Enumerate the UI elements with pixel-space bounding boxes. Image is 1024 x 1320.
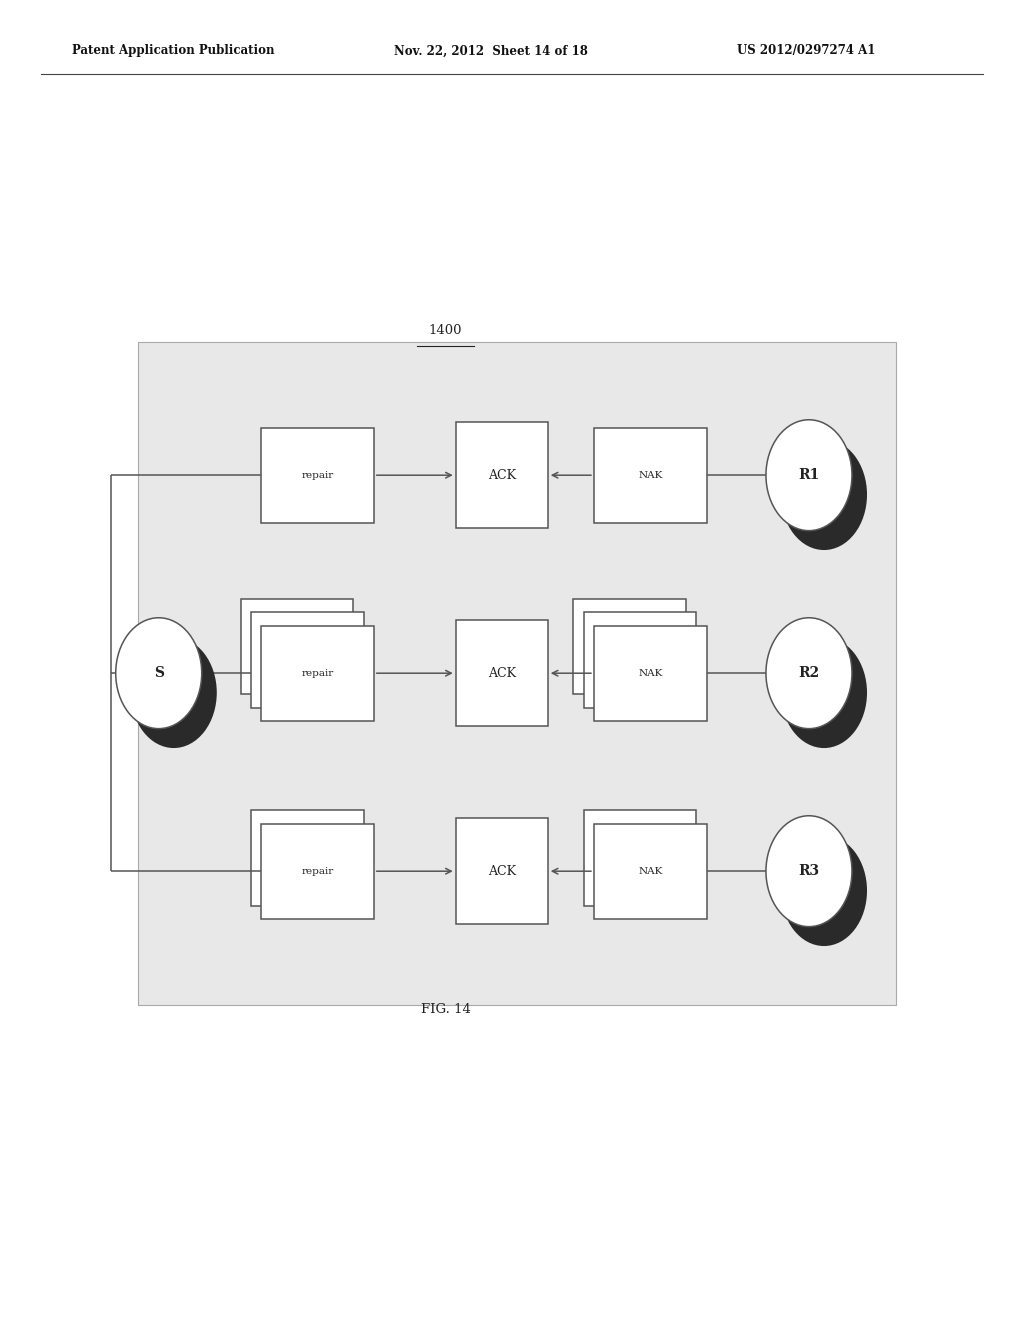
Text: S: S	[154, 667, 164, 680]
Text: R2: R2	[799, 667, 819, 680]
Text: NAK: NAK	[628, 854, 652, 862]
Text: repair: repair	[281, 643, 313, 651]
Bar	[241, 599, 353, 694]
Text: repair: repair	[301, 471, 334, 479]
Text: R1: R1	[799, 469, 819, 482]
Text: ACK: ACK	[487, 667, 516, 680]
Text: US 2012/0297274 A1: US 2012/0297274 A1	[737, 45, 876, 57]
Text: NAK: NAK	[617, 643, 642, 651]
Bar	[261, 428, 374, 523]
Bar	[251, 810, 364, 906]
Circle shape	[766, 420, 852, 531]
Bar	[594, 626, 707, 721]
Text: repair: repair	[301, 669, 334, 677]
Bar	[251, 612, 364, 708]
Bar	[456, 620, 548, 726]
Text: repair: repair	[301, 867, 334, 875]
Text: NAK: NAK	[638, 669, 663, 677]
Circle shape	[116, 618, 202, 729]
Text: Patent Application Publication: Patent Application Publication	[72, 45, 274, 57]
Text: ACK: ACK	[487, 469, 516, 482]
Circle shape	[781, 440, 867, 550]
Text: repair: repair	[291, 656, 324, 664]
Bar	[261, 824, 374, 919]
Circle shape	[781, 638, 867, 748]
Text: repair: repair	[281, 643, 313, 651]
Text: FIG. 14: FIG. 14	[421, 1003, 470, 1016]
Text: 1400: 1400	[429, 323, 462, 337]
Bar	[584, 810, 696, 906]
Text: repair: repair	[291, 854, 324, 862]
Text: repair: repair	[291, 854, 324, 862]
Text: repair: repair	[291, 656, 324, 664]
Text: NAK: NAK	[628, 656, 652, 664]
Circle shape	[766, 816, 852, 927]
Circle shape	[781, 836, 867, 946]
Text: NAK: NAK	[617, 643, 642, 651]
Circle shape	[131, 638, 217, 748]
Bar	[594, 824, 707, 919]
Text: NAK: NAK	[628, 854, 652, 862]
Bar	[261, 626, 374, 721]
Bar	[456, 422, 548, 528]
Bar	[138, 342, 896, 1005]
Text: ACK: ACK	[487, 865, 516, 878]
Text: NAK: NAK	[638, 471, 663, 479]
Circle shape	[766, 618, 852, 729]
Text: NAK: NAK	[638, 867, 663, 875]
Bar	[584, 612, 696, 708]
Bar	[456, 818, 548, 924]
Bar	[573, 599, 686, 694]
Text: NAK: NAK	[628, 656, 652, 664]
Text: Nov. 22, 2012  Sheet 14 of 18: Nov. 22, 2012 Sheet 14 of 18	[394, 45, 588, 57]
Bar	[594, 428, 707, 523]
Text: R3: R3	[799, 865, 819, 878]
